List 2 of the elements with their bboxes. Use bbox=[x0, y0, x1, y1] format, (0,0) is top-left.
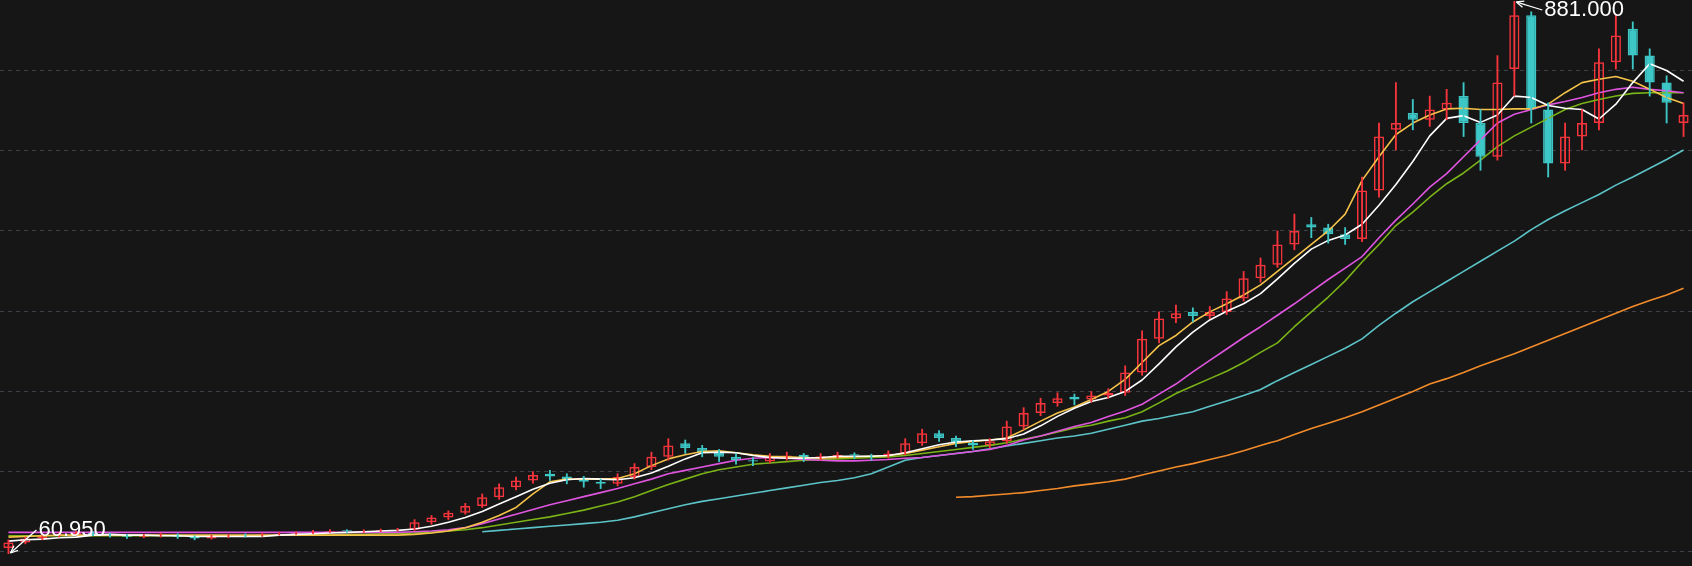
candlestick bbox=[730, 453, 742, 465]
annotation: 881.000 bbox=[1544, 0, 1624, 22]
